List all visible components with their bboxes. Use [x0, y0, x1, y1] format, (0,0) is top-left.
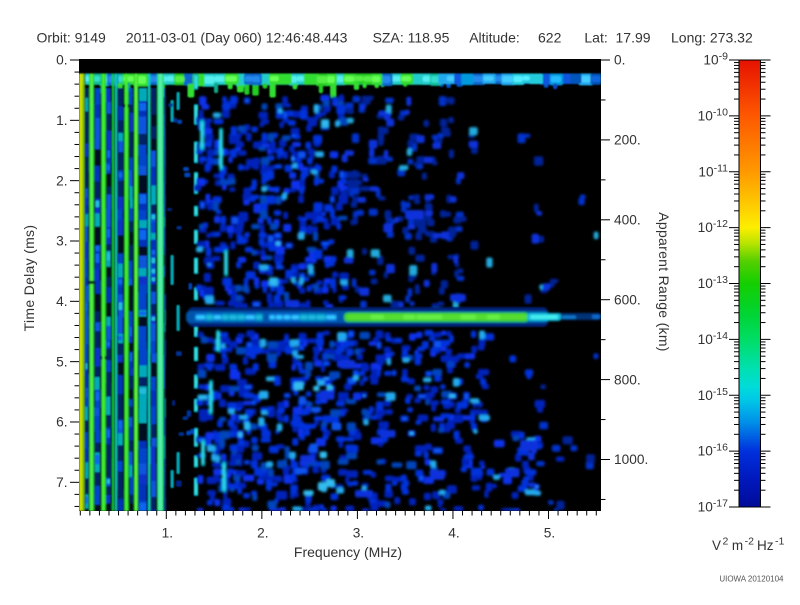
- svg-text:2.: 2.: [257, 526, 268, 541]
- svg-text:Altitude:: Altitude:: [469, 30, 520, 46]
- svg-text:4.: 4.: [56, 294, 67, 309]
- svg-text:400.: 400.: [614, 213, 641, 228]
- svg-text:3.: 3.: [56, 234, 67, 249]
- svg-text:Long: 273.32: Long: 273.32: [671, 30, 753, 46]
- svg-text:200.: 200.: [614, 133, 641, 148]
- svg-text:Time Delay (ms): Time Delay (ms): [21, 225, 37, 332]
- svg-text:Frequency (MHz): Frequency (MHz): [294, 544, 402, 560]
- svg-text:3.: 3.: [353, 526, 364, 541]
- svg-text:Apparent Range (km): Apparent Range (km): [656, 212, 672, 352]
- svg-text:SZA: 118.95: SZA: 118.95: [373, 30, 450, 46]
- svg-text:5.: 5.: [56, 354, 67, 369]
- svg-text:7.: 7.: [56, 475, 67, 490]
- svg-text:0.: 0.: [614, 53, 625, 68]
- svg-text:6.: 6.: [56, 415, 67, 430]
- svg-text:0.: 0.: [56, 53, 67, 68]
- svg-text:1000.: 1000.: [614, 452, 648, 467]
- svg-text:1.: 1.: [56, 113, 67, 128]
- svg-text:622: 622: [538, 30, 562, 46]
- svg-text:17.99: 17.99: [616, 30, 651, 46]
- svg-text:Lat:: Lat:: [584, 30, 607, 46]
- svg-text:1.: 1.: [162, 526, 173, 541]
- svg-text:800.: 800.: [614, 372, 641, 387]
- svg-text:UIOWA 20120104: UIOWA 20120104: [719, 575, 784, 584]
- svg-text:600.: 600.: [614, 292, 641, 307]
- svg-text:4.: 4.: [448, 526, 459, 541]
- svg-text:2011-03-01 (Day 060) 12:46:48.: 2011-03-01 (Day 060) 12:46:48.443: [126, 30, 348, 46]
- svg-text:5.: 5.: [544, 526, 555, 541]
- svg-text:2.: 2.: [56, 173, 67, 188]
- svg-text:Orbit: 9149: Orbit: 9149: [37, 30, 106, 46]
